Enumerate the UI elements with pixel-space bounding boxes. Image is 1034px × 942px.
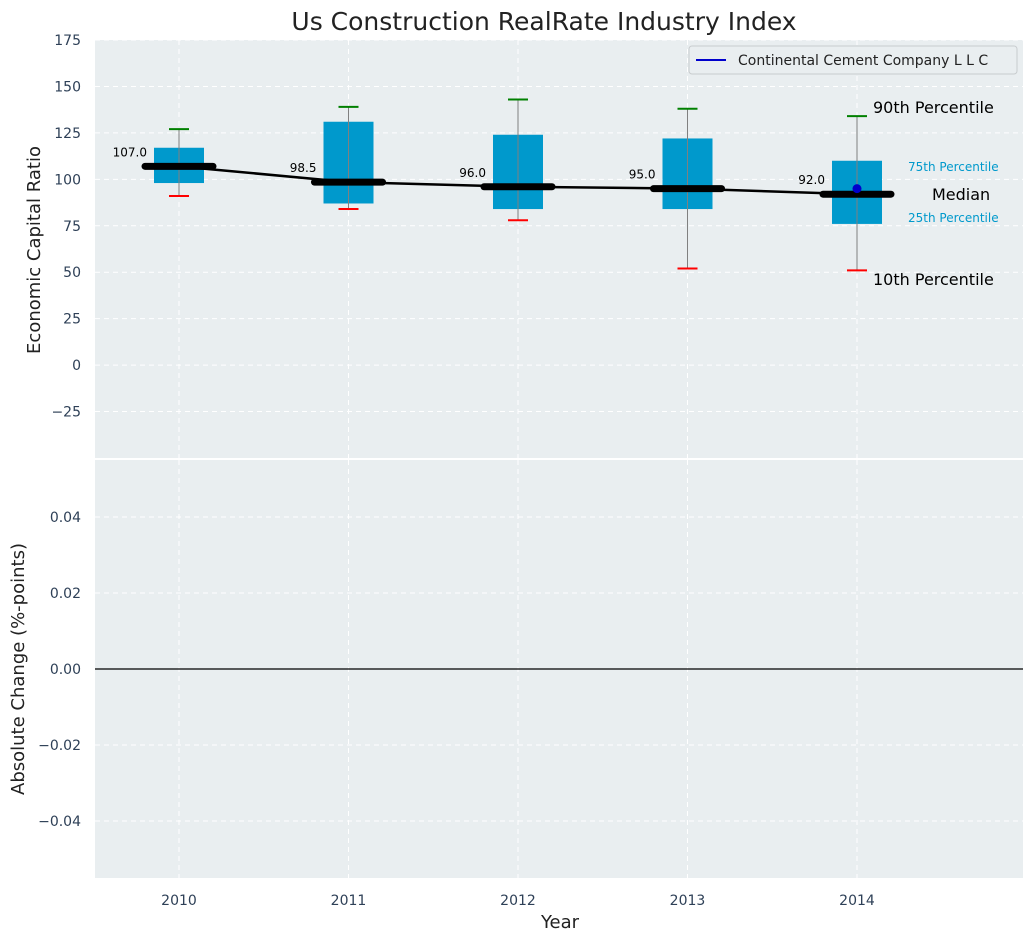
top-y-tick-label: 175 [54,33,81,49]
legend-box [688,45,1018,75]
top-y-tick-label: 125 [54,126,81,142]
annotation-median: Median [932,185,990,204]
top-y-tick-label: 100 [54,172,81,188]
annotation-p25: 25th Percentile [908,211,999,225]
bottom-y-axis-label: Absolute Change (%-points) [8,543,29,795]
box-2012 [493,98,543,222]
x-tick-label: 2010 [161,893,197,909]
top-y-tick-label: −25 [51,405,81,421]
x-tick-label: 2013 [670,893,706,909]
box-2013 [662,107,713,270]
bottom-y-tick-label: −0.02 [38,738,81,754]
percentile-annotations: 90th Percentile 75th Percentile Median 2… [873,98,999,289]
x-tick-label: 2011 [331,893,367,909]
top-panel: −25 0 25 50 75 100 125 150 175 107.0 98.5 96.0 95.0… [24,33,1023,458]
annotation-p90: 90th Percentile [873,98,994,117]
top-y-tick-label: 50 [63,265,81,281]
chart-title: Us Construction RealRate Industry Index [291,7,796,36]
top-y-axis-label: Economic Capital Ratio [24,146,45,354]
bottom-y-ticks: −0.04 −0.02 0.00 0.02 0.04 [38,510,81,830]
median-value-label: 92.0 [798,173,825,187]
top-panel-background [95,40,1023,458]
legend: Continental Cement Company L L C [688,45,1018,75]
company-marker [852,184,862,194]
bottom-y-tick-label: 0.00 [50,662,81,678]
x-ticks: 2010 2011 2012 2013 2014 [161,893,875,909]
median-value-label: 96.0 [459,166,486,180]
legend-company-label: Continental Cement Company L L C [738,53,988,69]
box-2011 [323,105,374,211]
top-y-tick-label: 25 [63,312,81,328]
bottom-y-tick-label: 0.02 [50,586,81,602]
x-tick-label: 2014 [839,893,875,909]
annotation-p75: 75th Percentile [908,160,999,174]
bottom-y-tick-label: −0.04 [38,814,81,830]
annotation-p10: 10th Percentile [873,270,994,289]
median-value-label: 95.0 [629,168,656,182]
top-y-tick-label: 0 [72,358,81,374]
x-tick-label: 2012 [500,893,536,909]
top-y-ticks: −25 0 25 50 75 100 125 150 175 [51,33,81,421]
median-value-label: 98.5 [290,161,317,175]
top-marks: 107.0 98.5 96.0 95.0 92.0 [113,98,895,272]
top-y-tick-label: 75 [63,219,81,235]
bottom-panel: −0.04−0.020.000.020.04 2010 2011 2012 2013 2… [8,460,1023,933]
x-axis-label: Year [540,912,580,933]
top-y-tick-label: 150 [54,79,81,95]
bottom-y-tick-label: 0.04 [50,510,81,526]
median-value-label: 107.0 [113,145,147,159]
